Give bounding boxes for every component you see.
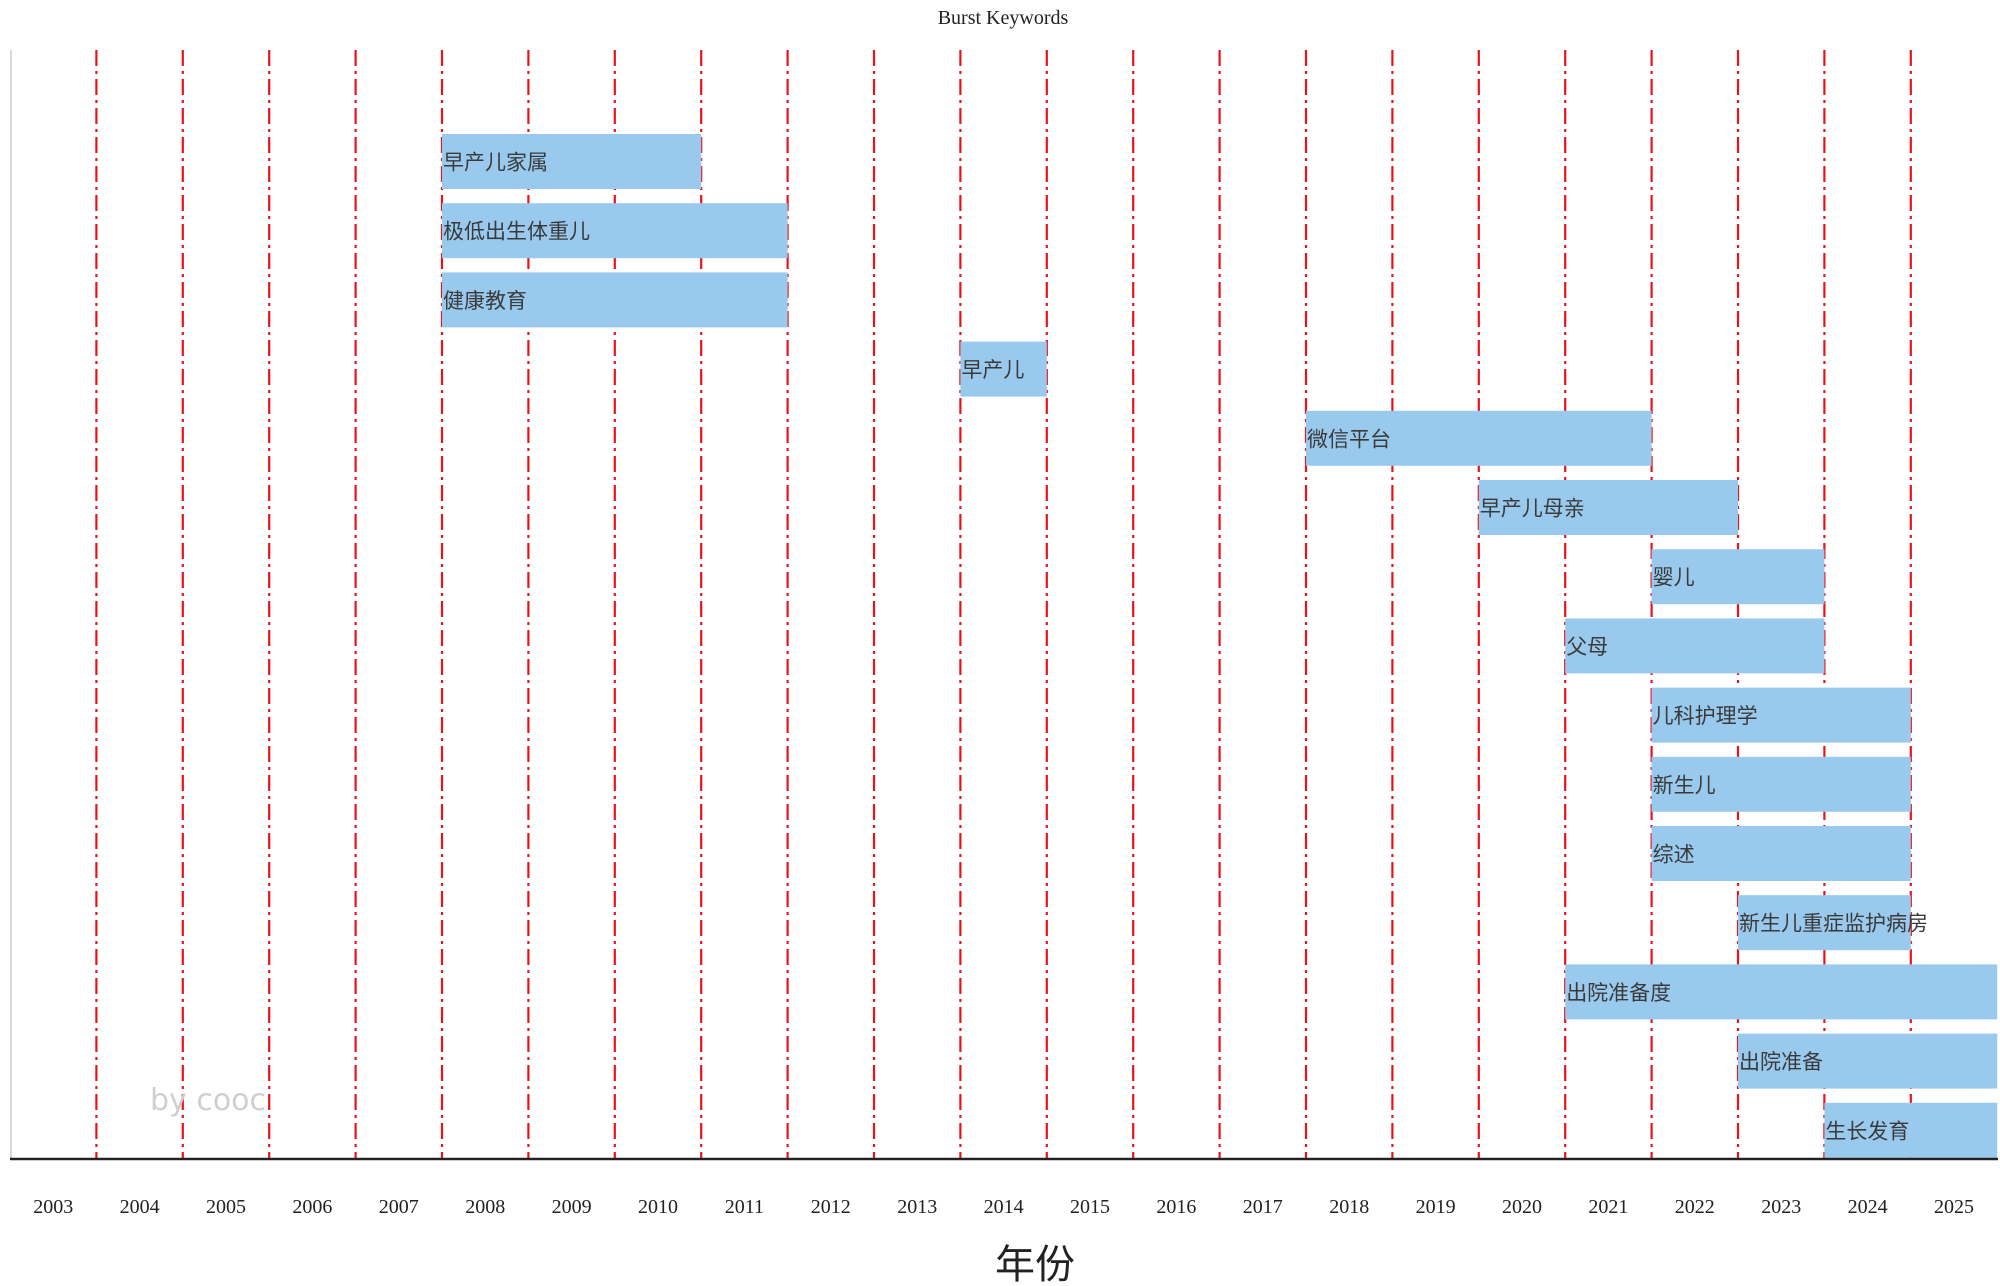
burst-keyword-label: 新生儿	[1653, 773, 1716, 797]
x-tick-label: 2024	[1848, 1196, 1888, 1218]
burst-keyword-label: 出院准备	[1739, 1050, 1823, 1074]
chart-title: Burst Keywords	[938, 7, 1069, 29]
x-tick-label: 2021	[1588, 1196, 1628, 1218]
burst-bar	[1651, 826, 1911, 881]
burst-keyword-label: 出院准备度	[1566, 981, 1671, 1005]
burst-bar	[1651, 687, 1911, 743]
burst-keyword-label: 微信平台	[1307, 427, 1391, 451]
burst-keyword-label: 综述	[1653, 843, 1695, 867]
burst-keyword-label: 儿科护理学	[1653, 704, 1758, 728]
burst-bar	[1651, 756, 1911, 812]
burst-bar	[442, 134, 702, 189]
x-tick-label: 2006	[292, 1196, 332, 1218]
x-tick-label: 2014	[984, 1196, 1024, 1218]
x-tick-label: 2012	[811, 1196, 851, 1218]
burst-bars: 早产儿家属极低出生体重儿健康教育早产儿微信平台早产儿母亲婴儿父母儿科护理学新生儿…	[442, 134, 1998, 1158]
burst-bar	[1306, 410, 1652, 466]
x-tick-label: 2020	[1502, 1196, 1542, 1218]
x-tick-label: 2016	[1156, 1196, 1196, 1218]
x-tick-label: 2013	[897, 1196, 937, 1218]
burst-bar	[442, 272, 788, 328]
x-tick-label: 2010	[638, 1196, 678, 1218]
burst-keyword-label: 早产儿家属	[443, 151, 548, 175]
burst-bar	[442, 203, 788, 259]
watermark-text: by cooc	[150, 1083, 266, 1118]
burst-keyword-label: 早产儿母亲	[1480, 497, 1585, 521]
burst-bar	[1738, 1033, 1998, 1089]
x-tick-label: 2007	[379, 1196, 419, 1218]
burst-bar	[1565, 964, 1998, 1020]
x-tick-label: 2004	[120, 1196, 160, 1218]
x-tick-label: 2011	[725, 1196, 764, 1218]
burst-bar	[1565, 618, 1825, 674]
x-tick-label: 2008	[465, 1196, 505, 1218]
x-tick-label: 2003	[33, 1196, 73, 1218]
x-tick-labels: 2003 2004 2005 2006 2007 2008 2009 2010 2011 2012…	[33, 1196, 1974, 1218]
burst-keyword-label: 婴儿	[1653, 566, 1695, 590]
x-tick-label: 2009	[552, 1196, 592, 1218]
x-tick-label: 2017	[1243, 1196, 1283, 1218]
burst-keyword-label: 新生儿重症监护病房	[1739, 912, 1928, 936]
burst-bar	[960, 341, 1047, 397]
x-tick-label: 2023	[1761, 1196, 1801, 1218]
burst-bar	[1824, 1102, 1998, 1158]
burst-bar	[1478, 480, 1738, 535]
x-tick-label: 2025	[1934, 1196, 1974, 1218]
x-tick-label: 2022	[1675, 1196, 1715, 1218]
x-tick-label: 2005	[206, 1196, 246, 1218]
burst-keyword-label: 生长发育	[1825, 1119, 1909, 1143]
burst-keyword-label: 早产儿	[961, 358, 1024, 382]
burst-keyword-label: 健康教育	[443, 289, 527, 313]
x-tick-label: 2019	[1416, 1196, 1456, 1218]
x-axis-title: 年份	[995, 1242, 1075, 1286]
burst-keyword-label: 极低出生体重儿	[443, 220, 590, 244]
x-tick-label: 2015	[1070, 1196, 1110, 1218]
burst-bar	[1651, 549, 1825, 605]
burst-keyword-label: 父母	[1566, 635, 1608, 659]
burst-bar	[1738, 895, 1911, 951]
x-tick-label: 2018	[1329, 1196, 1369, 1218]
